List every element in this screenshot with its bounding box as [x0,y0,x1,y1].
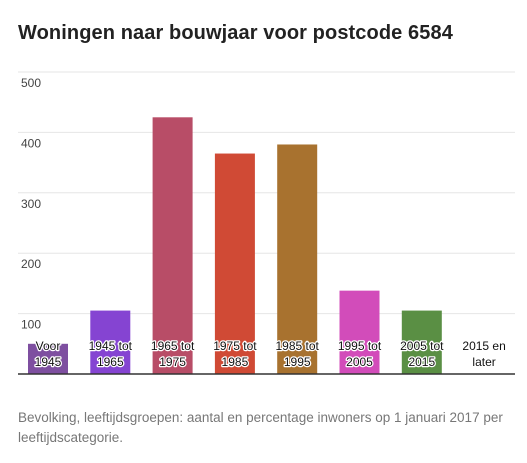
x-tick-label: 1965 tot [151,339,195,353]
x-tick-label: later [472,355,495,369]
bar[interactable] [90,310,131,374]
x-tick-label: 1975 tot [213,339,257,353]
y-tick-label: 100 [21,318,41,332]
x-tick-label: 2005 tot [400,339,444,353]
x-tick-label: Voor [36,339,61,353]
y-tick-label: 200 [21,257,41,271]
y-tick-label: 500 [21,76,41,90]
y-tick-label: 400 [21,136,41,150]
x-tick-label: 1945 [35,355,62,369]
x-tick-label: 1985 [222,355,249,369]
bars [28,117,442,375]
x-tick-label: 1995 [284,355,311,369]
x-tick-label: 1965 [97,355,124,369]
x-tick-label: 1975 [159,355,186,369]
x-tick-label: 1995 tot [338,339,382,353]
chart-title: Woningen naar bouwjaar voor postcode 658… [18,22,453,44]
x-tick-label: 2015 en [462,339,505,353]
bar[interactable] [401,310,442,374]
bar[interactable] [28,343,68,374]
x-axis-tick-labels: Voor 1945 1945 tot 1965 1965 tot 1975 1975 tot… [33,338,507,371]
x-tick-label: 1985 tot [276,339,320,353]
chart-caption: Bevolking, leeftijdsgroepen: aantal en p… [18,410,503,445]
bar[interactable] [152,117,193,375]
x-tick-label: 2015 [408,355,435,369]
bar-chart: 100 200 300 400 500 Voor 1945 1945 tot 1965 1965… [18,71,515,375]
x-tick-label: 2005 [346,355,373,369]
bar[interactable] [214,153,255,374]
bar[interactable] [339,290,380,374]
bar[interactable] [277,144,318,374]
x-tick-label: 1945 tot [89,339,133,353]
y-tick-label: 300 [21,197,41,211]
y-axis-tick-labels: 100 200 300 400 500 [21,76,41,332]
